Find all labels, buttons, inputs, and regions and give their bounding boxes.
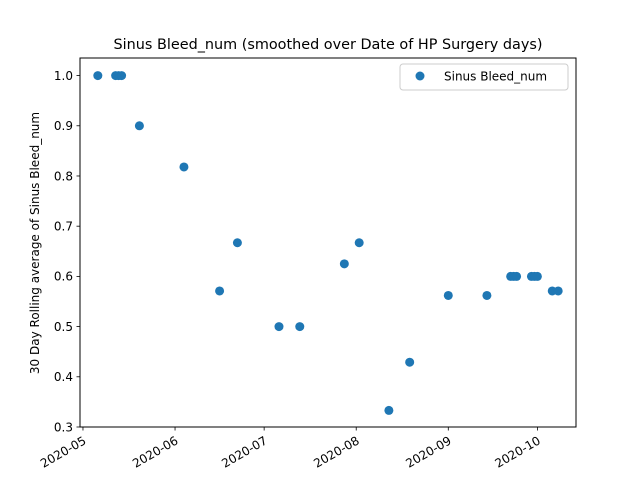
data-point xyxy=(179,162,189,172)
chart-title: Sinus Bleed_num (smoothed over Date of H… xyxy=(114,37,543,53)
plot-frame xyxy=(79,57,577,428)
data-point xyxy=(553,286,563,296)
data-point xyxy=(117,71,127,81)
data-point xyxy=(354,238,364,248)
data-point xyxy=(405,357,415,367)
legend-marker xyxy=(415,71,425,81)
y-axis-label: 30 Day Rolling average of Sinus Bleed_nu… xyxy=(28,112,42,374)
data-point xyxy=(339,259,349,269)
data-point xyxy=(215,286,225,296)
data-point xyxy=(443,290,453,300)
y-tick-label: 0.9 xyxy=(54,119,73,133)
data-point xyxy=(232,238,242,248)
y-tick-label: 0.5 xyxy=(54,320,73,334)
legend: Sinus Bleed_num xyxy=(399,63,569,91)
y-tick-label: 0.6 xyxy=(54,270,73,284)
y-tick-label: 1.0 xyxy=(54,69,73,83)
y-tick-label: 0.3 xyxy=(54,420,73,434)
y-axis: 0.3 0.4 0.5 0.6 0.7 0.8 0.9 1.0 xyxy=(54,69,80,434)
data-point xyxy=(512,271,522,281)
data-point xyxy=(532,271,542,281)
data-point xyxy=(295,322,305,332)
data-point xyxy=(274,322,284,332)
data-point xyxy=(482,290,492,300)
data-point xyxy=(384,405,394,415)
y-tick-label: 0.7 xyxy=(54,219,73,233)
data-point xyxy=(134,121,144,131)
data-points xyxy=(93,71,563,415)
y-tick-label: 0.4 xyxy=(54,370,73,384)
y-tick-label: 0.8 xyxy=(54,169,73,183)
legend-label: Sinus Bleed_num xyxy=(444,70,547,84)
data-point xyxy=(93,71,103,81)
legend-box xyxy=(399,63,569,91)
